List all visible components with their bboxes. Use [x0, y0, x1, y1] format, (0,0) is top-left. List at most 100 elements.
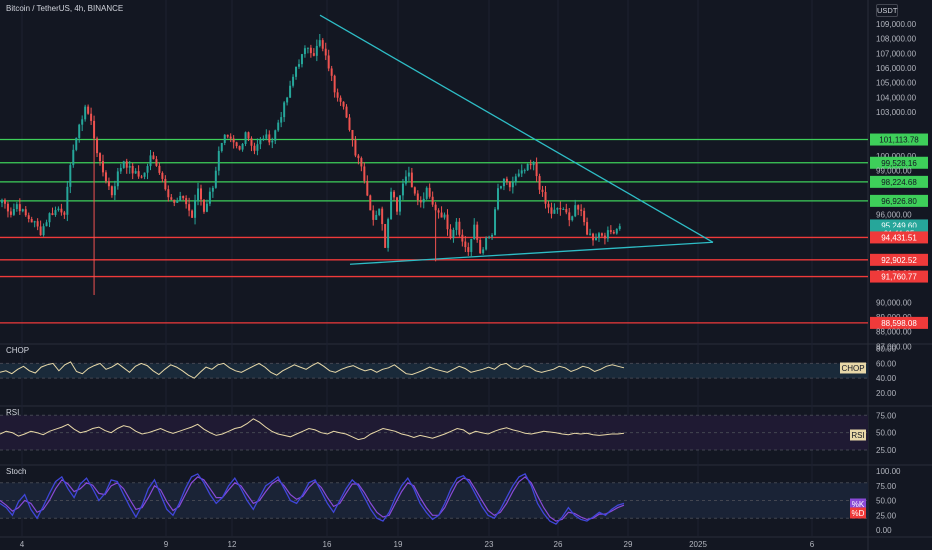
candle-body [390, 191, 393, 220]
candle-body [128, 165, 131, 168]
time-tick-label: 4 [20, 540, 25, 549]
candle-body [134, 171, 137, 174]
candle-body [592, 233, 595, 241]
candle-body [15, 204, 18, 210]
candle-body [226, 134, 229, 137]
candle-body [57, 208, 60, 211]
candle-body [327, 55, 330, 69]
candle-body [185, 198, 188, 205]
horizontal-levels[interactable] [0, 138, 868, 324]
candle-body [256, 144, 259, 151]
candle-body [194, 200, 197, 218]
indicator-series [0, 361, 868, 525]
price-tag: 92,902.52 [870, 253, 928, 266]
candle-body [265, 134, 268, 139]
candle-body [443, 214, 446, 218]
candle-body [384, 224, 387, 248]
price-tag: 99,528.16 [870, 156, 928, 169]
candle-body [378, 208, 381, 215]
candle-body [60, 208, 63, 213]
candle-body [413, 187, 416, 194]
candle-body [541, 189, 544, 192]
candle-body [505, 178, 508, 182]
candle-body [12, 209, 15, 215]
candle-body [27, 215, 30, 220]
price-tag: 91,760.77 [870, 270, 928, 283]
candle-body [39, 226, 42, 236]
price-tag: 88,598.08 [870, 316, 928, 329]
stoch-tick-label: 75.00 [876, 482, 897, 491]
candle-body [455, 221, 458, 230]
candle-body [597, 233, 600, 238]
candle-body [419, 200, 422, 203]
price-tick-label: 107,000.00 [876, 49, 917, 58]
price-tag-bg [870, 133, 928, 146]
stoch-k-line [0, 473, 625, 525]
candle-body [149, 155, 152, 167]
symbol-title[interactable]: Bitcoin / TetherUS, 4h, BINANCE [6, 4, 124, 13]
time-tick-label: 26 [554, 540, 563, 549]
candle-body [416, 193, 419, 201]
trendlines[interactable] [319, 14, 714, 265]
candle-body [583, 210, 586, 223]
stoch-tick-label: 25.00 [876, 511, 897, 520]
candle-body [577, 205, 580, 210]
candle-body [122, 161, 125, 168]
stoch-pane-title[interactable]: Stoch [6, 467, 27, 476]
candle-body [229, 136, 232, 139]
candle-body [309, 47, 312, 54]
candle-body [458, 221, 461, 235]
candle-body [161, 172, 164, 179]
rsi-tag: RSI [850, 429, 866, 441]
price-tag-label: 88,598.08 [881, 319, 917, 328]
candle-body [199, 188, 202, 200]
candle-body [318, 40, 321, 46]
candle-body [3, 199, 6, 204]
candle-body [63, 212, 66, 215]
price-tag-label: 92,902.52 [881, 256, 917, 265]
candle-body [247, 132, 250, 139]
candle-body [87, 106, 90, 114]
price-tag: 101,113.78 [870, 133, 928, 146]
candle-body [381, 208, 384, 225]
price-tick-label: 100,000.00 [876, 152, 917, 161]
candle-body [45, 222, 48, 227]
candle-body [81, 119, 84, 125]
currency-badge[interactable]: USDT [876, 4, 898, 17]
price-tick-label: 104,000.00 [876, 93, 917, 102]
candle-body [197, 188, 200, 201]
candle-body [470, 239, 473, 252]
candle-body [502, 178, 505, 187]
price-tick-label: 105,000.00 [876, 79, 917, 88]
price-axis[interactable]: 109,000.00 108,000.00 107,000.00 106,000.00… [840, 20, 928, 535]
candle-body [173, 199, 176, 203]
candle-body [517, 173, 520, 177]
price-tick-label: 99,000.00 [876, 167, 912, 176]
candle-body [241, 143, 244, 150]
time-tick-label: 2025 [689, 540, 707, 549]
chop-tick-label: 60.00 [876, 359, 897, 368]
candle-body [101, 161, 104, 173]
candle-body [179, 195, 182, 201]
candle-body [387, 219, 390, 248]
candle-body [90, 113, 93, 121]
chop-pane-title[interactable]: CHOP [6, 346, 30, 355]
candle-body [375, 214, 378, 220]
candle-body [146, 166, 149, 173]
candle-body [125, 161, 128, 168]
candle-body [6, 203, 9, 212]
stoch-tick-label: 0.00 [876, 526, 892, 535]
candle-body [164, 178, 167, 190]
price-tag-label: 94,431.51 [881, 233, 917, 242]
stoch-tick-label: 50.00 [876, 497, 897, 506]
candle-body [21, 209, 24, 212]
time-axis[interactable]: 4 9 12 16 19 23 26 29 2025 6 [0, 536, 932, 549]
price-tag: 98,224.68 [870, 175, 928, 188]
candle-body [152, 155, 155, 160]
candle-body [93, 120, 96, 139]
price-tag-bg [870, 156, 928, 169]
rsi-pane-title[interactable]: RSI [6, 408, 20, 417]
